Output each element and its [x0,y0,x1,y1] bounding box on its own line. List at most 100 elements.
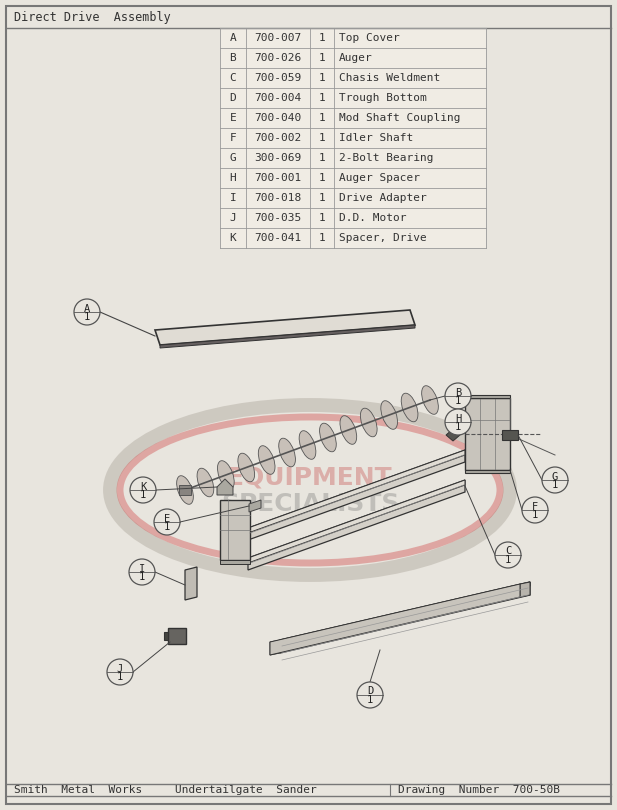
Polygon shape [160,325,415,348]
Circle shape [107,659,133,685]
Text: Smith  Metal  Works: Smith Metal Works [14,785,143,795]
Text: F: F [230,133,236,143]
Text: 1: 1 [318,213,325,223]
Text: EQUIPMENT: EQUIPMENT [227,466,393,490]
Text: 1: 1 [318,133,325,143]
Text: 700-041: 700-041 [254,233,302,243]
Text: H: H [230,173,236,183]
Text: I: I [139,564,145,573]
Ellipse shape [299,431,316,459]
Text: 1: 1 [367,695,373,705]
Polygon shape [280,582,530,644]
Polygon shape [270,640,280,655]
Text: B: B [455,387,461,398]
Circle shape [445,409,471,435]
Text: F: F [532,501,538,511]
Text: 300-069: 300-069 [254,153,302,163]
Text: G: G [552,471,558,481]
Text: E: E [164,514,170,523]
Polygon shape [185,567,197,600]
Text: SPECIALISTS: SPECIALISTS [221,492,399,516]
Ellipse shape [238,454,255,482]
Text: Mod Shaft Coupling: Mod Shaft Coupling [339,113,460,123]
Text: A: A [230,33,236,43]
Polygon shape [446,429,460,441]
Text: 1: 1 [318,173,325,183]
Polygon shape [217,479,233,495]
Text: Undertailgate  Sander: Undertailgate Sander [175,785,317,795]
Text: J: J [117,663,123,673]
Polygon shape [248,450,465,533]
Circle shape [357,682,383,708]
Text: 700-002: 700-002 [254,133,302,143]
Text: 1: 1 [318,153,325,163]
Circle shape [74,299,100,325]
Text: Idler Shaft: Idler Shaft [339,133,413,143]
Text: 1: 1 [318,33,325,43]
Text: 1: 1 [318,113,325,123]
Text: Top Cover: Top Cover [339,33,400,43]
Text: G: G [230,153,236,163]
Text: 1: 1 [318,233,325,243]
Text: 700-040: 700-040 [254,113,302,123]
Text: 1: 1 [84,312,90,322]
Polygon shape [465,398,510,470]
Text: Spacer, Drive: Spacer, Drive [339,233,427,243]
Circle shape [130,477,156,503]
Text: 1: 1 [318,193,325,203]
Ellipse shape [176,475,193,505]
Text: 700-035: 700-035 [254,213,302,223]
Polygon shape [248,480,465,563]
Text: Chasis Weldment: Chasis Weldment [339,73,441,83]
Text: D.D. Motor: D.D. Motor [339,213,407,223]
Text: 1: 1 [505,555,511,565]
Polygon shape [270,584,520,655]
Text: 1: 1 [552,480,558,490]
Text: 700-018: 700-018 [254,193,302,203]
Bar [220,28,486,248]
Ellipse shape [381,401,397,429]
Text: A: A [84,304,90,313]
Text: 1: 1 [318,53,325,63]
Polygon shape [520,582,530,597]
Ellipse shape [320,423,336,452]
Polygon shape [248,450,465,540]
Text: 700-007: 700-007 [254,33,302,43]
Polygon shape [164,632,168,640]
Text: Trough Bottom: Trough Bottom [339,93,427,103]
Circle shape [495,542,521,568]
Text: C: C [230,73,236,83]
Polygon shape [168,628,186,644]
Ellipse shape [340,416,357,445]
Text: 1: 1 [117,672,123,682]
Ellipse shape [360,408,377,437]
Polygon shape [220,560,250,564]
Circle shape [522,497,548,523]
Circle shape [542,467,568,493]
Polygon shape [220,500,250,560]
Ellipse shape [197,468,213,497]
Text: 2-Bolt Bearing: 2-Bolt Bearing [339,153,434,163]
Ellipse shape [217,461,234,489]
Circle shape [445,383,471,409]
Text: H: H [455,413,461,424]
Text: B: B [230,53,236,63]
Ellipse shape [279,438,296,467]
Text: 1: 1 [532,510,538,520]
Text: 1: 1 [318,73,325,83]
Text: Auger: Auger [339,53,373,63]
Polygon shape [465,395,510,398]
Ellipse shape [401,393,418,422]
Text: K: K [230,233,236,243]
Polygon shape [248,480,465,570]
Text: 1: 1 [140,490,146,500]
Text: 1: 1 [318,93,325,103]
Text: 700-059: 700-059 [254,73,302,83]
Polygon shape [280,582,530,653]
Text: Drive Adapter: Drive Adapter [339,193,427,203]
Text: 1: 1 [139,572,145,582]
Text: J: J [230,213,236,223]
Circle shape [154,509,180,535]
Text: 700-004: 700-004 [254,93,302,103]
Text: 700-001: 700-001 [254,173,302,183]
